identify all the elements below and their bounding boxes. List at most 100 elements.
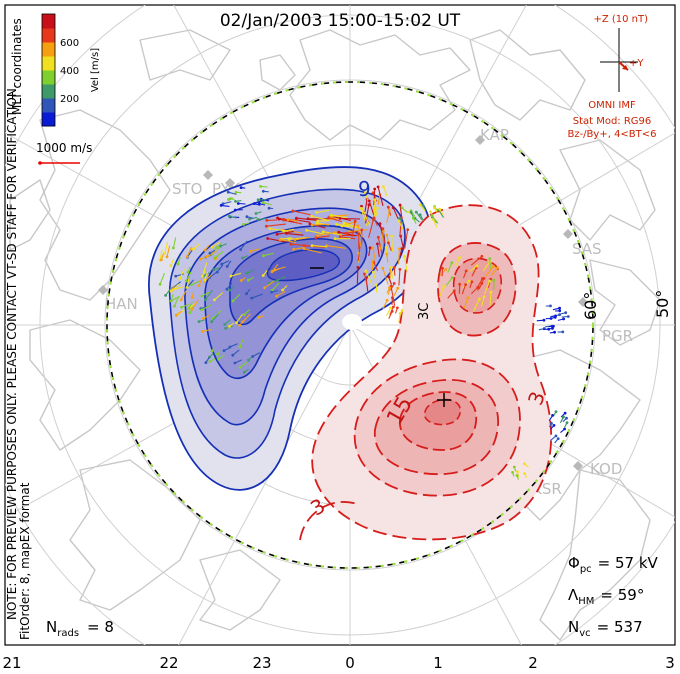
vector-origin — [496, 266, 499, 270]
vector-origin — [562, 317, 565, 321]
velocity-vector — [264, 280, 275, 289]
vector-origin — [221, 202, 225, 206]
velocity-vector — [202, 328, 212, 332]
vector-origin — [470, 280, 474, 284]
vector-origin — [217, 357, 221, 361]
colorbar-segment — [42, 98, 55, 113]
vector-origin — [442, 285, 446, 288]
colorbar-segment — [42, 56, 55, 71]
velocity-vector — [386, 307, 392, 317]
vector-origin — [338, 235, 342, 239]
velocity-vector — [356, 267, 359, 284]
vector-origin — [512, 465, 516, 469]
vector-origin — [314, 236, 318, 240]
vector-origin — [376, 242, 379, 246]
velocity-vector — [211, 313, 219, 322]
vector-origin — [200, 294, 204, 298]
mlt-tick-1: 1 — [433, 654, 443, 672]
vector-origin — [306, 217, 310, 221]
vector-origin — [551, 414, 554, 417]
plot-title: 02/Jan/2003 15:00-15:02 UT — [220, 11, 461, 31]
vector-origin — [558, 306, 561, 310]
imf-condition: Bz-/By+, 4<BT<6 — [567, 129, 656, 140]
vector-origin — [464, 269, 468, 273]
vector-origin — [231, 299, 235, 303]
vector-origin — [268, 227, 272, 231]
vector-origin — [356, 224, 360, 228]
vector-origin — [547, 327, 551, 331]
velocity-vector — [469, 265, 478, 272]
vector-origin — [315, 211, 318, 214]
vector-origin — [310, 223, 314, 227]
vector-origin — [249, 250, 252, 253]
vector-origin — [321, 230, 325, 234]
vector-origin — [554, 314, 557, 318]
vector-origin — [489, 290, 493, 294]
vector-origin — [565, 421, 569, 425]
velocity-vector — [263, 202, 272, 206]
vector-origin — [308, 222, 312, 226]
vector-origin — [554, 410, 558, 413]
vector-origin — [374, 283, 378, 286]
velocity-vector — [306, 229, 327, 236]
colorbar-tick-200: 200 — [60, 94, 79, 105]
vector-origin — [210, 320, 214, 323]
vector-origin — [252, 202, 256, 206]
imf-dial: +Z (10 nT) +Y OMNI IMF Stat Mod: RG96 Bz… — [567, 14, 656, 140]
vector-origin — [178, 277, 182, 280]
vector-origin — [450, 261, 454, 265]
velocity-vector — [277, 217, 295, 223]
vector-origin — [464, 283, 467, 286]
vector-origin — [482, 277, 486, 280]
velocity-vector — [373, 217, 378, 226]
vector-origin — [421, 204, 425, 207]
vector-origin — [368, 246, 372, 250]
fit-statistics: Φpc = 57 kV ΛHM = 59° Nvc = 537 Nrads = 8 — [46, 554, 659, 639]
velocity-vector — [478, 278, 485, 290]
velocity-vector — [166, 245, 171, 257]
vector-origin — [384, 245, 388, 249]
vector-origin — [199, 257, 203, 261]
velocity-vector — [263, 252, 274, 257]
colorbar-segment — [42, 14, 55, 29]
vector-origin — [228, 345, 232, 349]
station-marker — [475, 135, 485, 145]
vector-origin — [338, 217, 342, 220]
vector-origin — [316, 219, 320, 223]
vector-origin — [184, 279, 188, 283]
vector-origin — [238, 345, 242, 349]
velocity-vector — [294, 236, 310, 241]
vector-origin — [225, 265, 229, 268]
velocity-vector — [276, 276, 286, 282]
vector-origin — [287, 237, 291, 241]
velocity-vector — [484, 280, 491, 295]
velocity-vector — [398, 313, 401, 323]
velocity-vector — [292, 210, 311, 216]
velocity-vector — [280, 237, 292, 240]
velocity-vector — [331, 214, 349, 218]
vector-origin — [257, 202, 261, 206]
vector-origin — [190, 296, 194, 299]
velocity-vector — [180, 290, 187, 301]
vector-origin — [204, 361, 208, 364]
vector-origin — [316, 234, 319, 238]
velocity-vector — [232, 293, 241, 302]
vector-origin — [236, 202, 240, 205]
velocity-vector — [345, 230, 359, 234]
velocity-vector — [473, 298, 480, 312]
velocity-vector — [250, 248, 260, 252]
vector-origin — [438, 207, 442, 211]
velocity-vector — [303, 248, 322, 254]
velocity-vector — [438, 209, 445, 218]
vector-origin — [180, 305, 183, 309]
vector-origin — [228, 288, 232, 292]
vector-origin — [251, 355, 255, 358]
vector-origin — [254, 212, 258, 215]
vector-origin — [376, 235, 380, 239]
velocity-vector — [373, 261, 379, 272]
velocity-vector — [357, 244, 361, 262]
station-label-sas: SAS — [572, 240, 602, 258]
vector-origin — [385, 298, 389, 302]
vector-origin — [213, 256, 216, 260]
velocity-vector — [382, 268, 389, 285]
